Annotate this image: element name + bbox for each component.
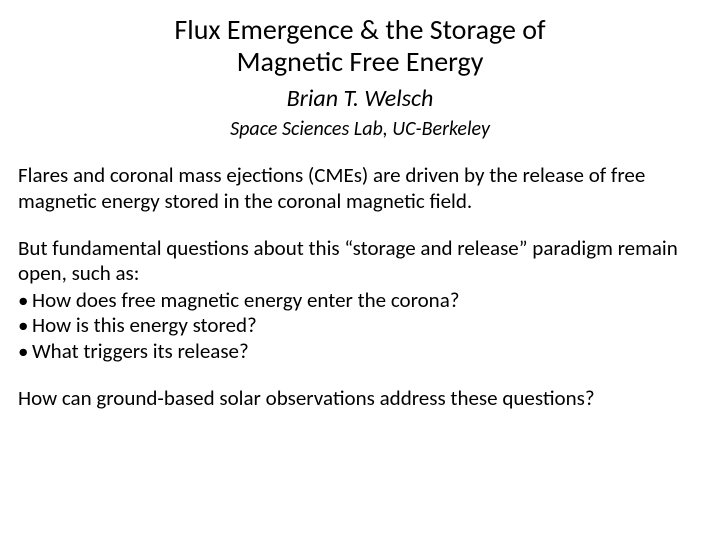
list-item: •How does free magnetic energy enter the… — [18, 288, 702, 313]
author: Brian T. Welsch — [18, 84, 702, 113]
list-item-label: What triggers its release? — [32, 338, 249, 364]
affiliation: Space Sciences Lab, UC-Berkeley — [18, 117, 702, 141]
paragraph-questions-lead: But fundamental questions about this “st… — [18, 236, 702, 286]
list-item: •How is this energy stored? — [18, 313, 702, 338]
list-item-label: How is this energy stored? — [32, 312, 257, 338]
bullet-icon: • — [18, 288, 32, 313]
bullet-list: •How does free magnetic energy enter the… — [18, 288, 702, 364]
bullet-icon: • — [18, 313, 32, 338]
paragraph-closing-question: How can ground-based solar observations … — [18, 386, 702, 411]
slide-title-line1: Flux Emergence & the Storage of — [18, 14, 702, 46]
bullet-icon: • — [18, 339, 32, 364]
paragraph-intro: Flares and coronal mass ejections (CMEs)… — [18, 163, 702, 213]
slide-title-line2: Magnetic Free Energy — [18, 46, 702, 78]
list-item: •What triggers its release? — [18, 339, 702, 364]
title-block: Flux Emergence & the Storage of Magnetic… — [18, 14, 702, 141]
list-item-label: How does free magnetic energy enter the … — [32, 287, 460, 313]
